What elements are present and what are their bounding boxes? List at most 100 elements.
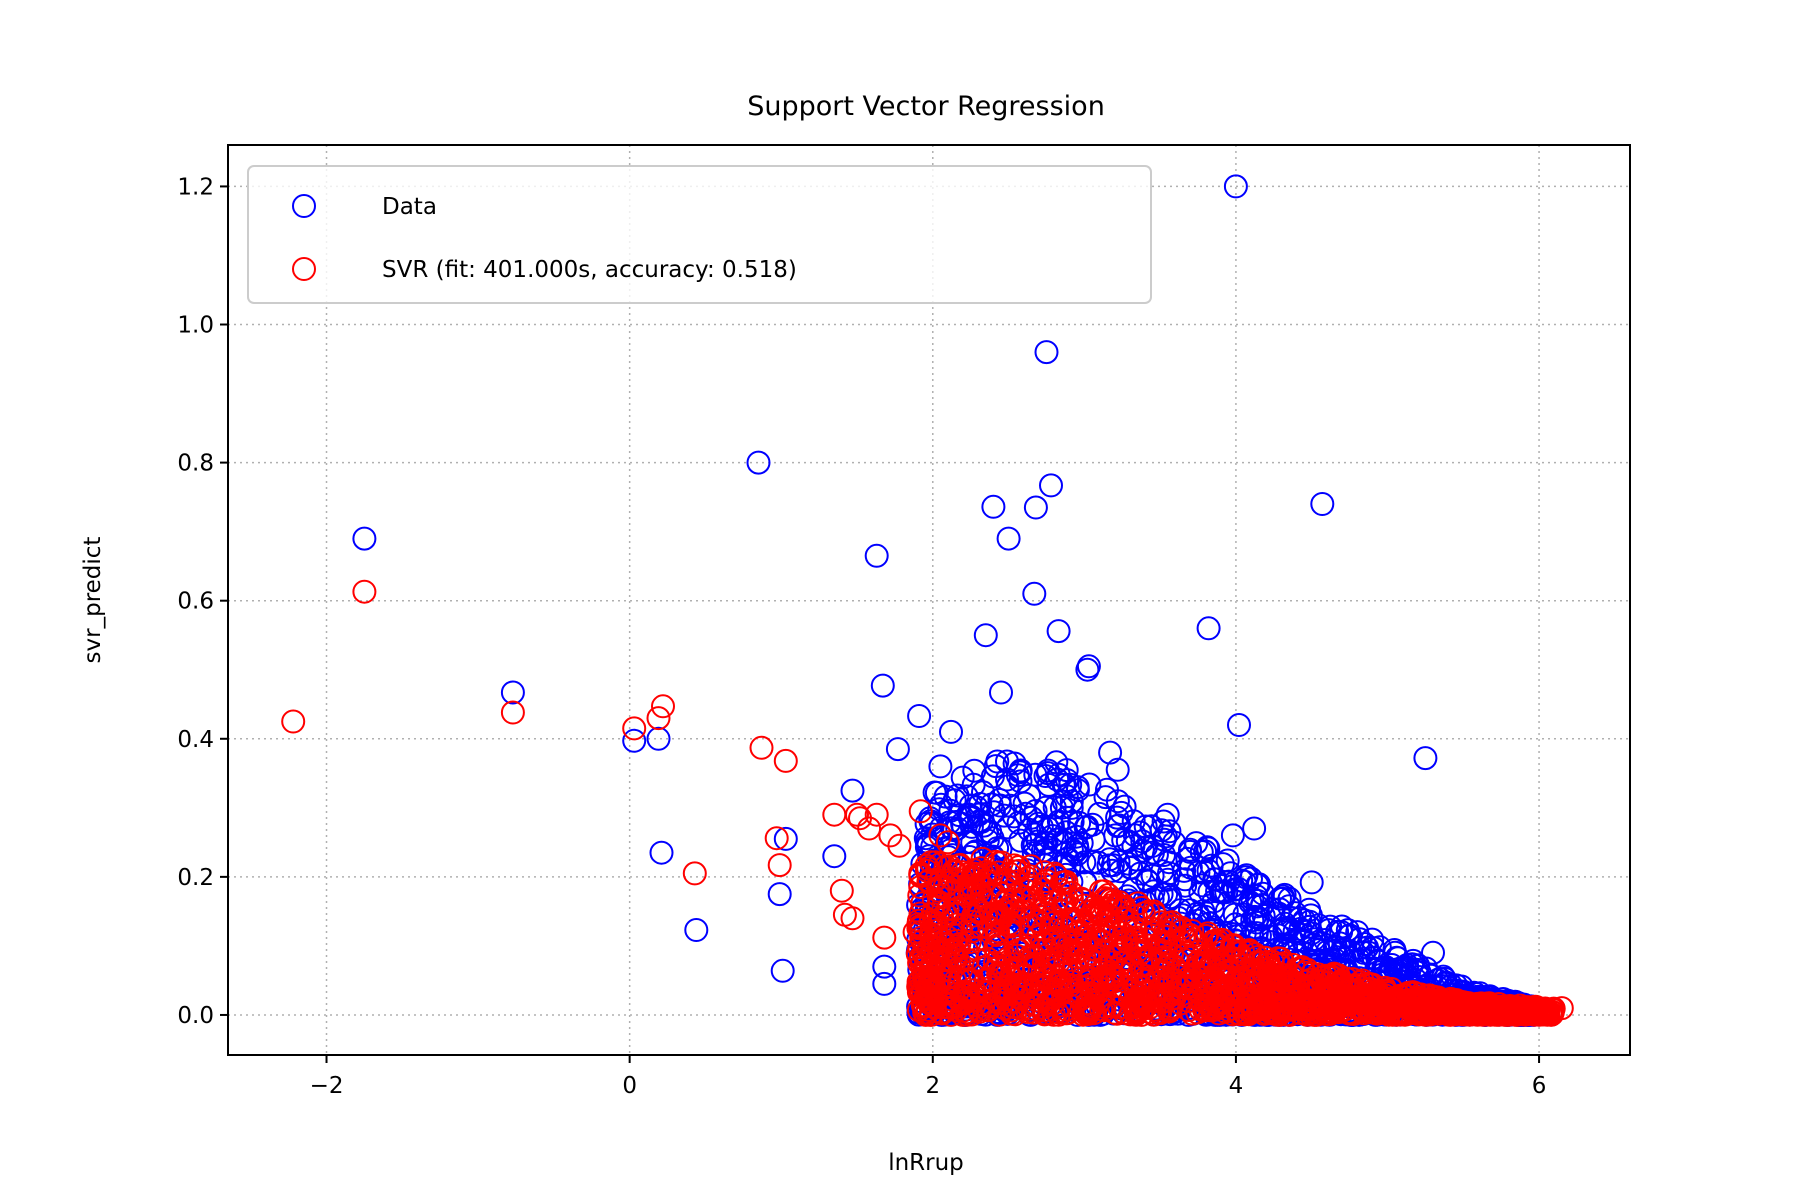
- data-point: [1401, 988, 1426, 1013]
- data-point: [928, 754, 953, 779]
- data-point: [1098, 740, 1123, 765]
- data-point: [767, 882, 792, 907]
- data-point: [281, 709, 306, 734]
- data-point: [770, 958, 795, 983]
- data-point: [684, 918, 709, 942]
- data-point: [916, 869, 941, 894]
- data-point: [1191, 993, 1216, 1018]
- data-point: [1125, 999, 1150, 1024]
- data-point: [1080, 812, 1105, 837]
- data-point: [1166, 950, 1191, 975]
- data-point: [1062, 952, 1087, 977]
- data-point: [1299, 870, 1324, 895]
- data-point: [1152, 827, 1177, 852]
- data-point: [1066, 983, 1091, 1008]
- data-point: [995, 815, 1020, 840]
- y-tick-label: 0.8: [177, 451, 214, 477]
- data-point: [987, 960, 1011, 985]
- data-point: [1005, 957, 1030, 982]
- data-point: [996, 526, 1021, 551]
- data-point: [773, 826, 798, 851]
- data-point: [1025, 829, 1050, 854]
- data-point: [872, 954, 897, 979]
- data-point: [916, 856, 941, 881]
- data-point: [1180, 919, 1205, 943]
- data-point: [974, 905, 999, 930]
- data-point: [908, 799, 933, 824]
- data-point: [887, 833, 912, 858]
- data-point: [622, 728, 647, 753]
- data-point: [995, 749, 1019, 774]
- data-point: [1224, 939, 1249, 964]
- data-point: [956, 876, 981, 901]
- data-point: [1514, 1002, 1539, 1027]
- data-point: [966, 879, 991, 904]
- legend-label-svr: SVR (fit: 401.000s, accuracy: 0.518): [382, 257, 797, 283]
- data-point: [985, 933, 1010, 957]
- data-point: [840, 906, 865, 931]
- data-point: [764, 826, 789, 851]
- data-point: [1257, 963, 1282, 988]
- data-point: [1076, 654, 1101, 679]
- data-point: [1257, 980, 1282, 1005]
- data-point: [857, 816, 882, 841]
- data-point: [1159, 994, 1184, 1019]
- legend-box: [247, 165, 1152, 304]
- data-point: [914, 858, 939, 883]
- legend: Data SVR (fit: 401.000s, accuracy: 0.518…: [247, 165, 1152, 304]
- data-point: [1311, 1001, 1336, 1026]
- chart-title: Support Vector Regression: [747, 91, 1105, 122]
- data-point: [1002, 972, 1027, 997]
- data-point: [1172, 858, 1197, 883]
- data-point: [1059, 940, 1084, 965]
- data-point: [1023, 762, 1048, 787]
- data-point: [1205, 990, 1230, 1015]
- data-point: [1360, 927, 1385, 952]
- data-point: [918, 970, 943, 995]
- data-point: [1535, 999, 1560, 1024]
- data-point: [1084, 946, 1109, 971]
- data-point: [822, 844, 847, 869]
- data-point: [1008, 758, 1033, 783]
- legend-label-data: Data: [382, 194, 437, 220]
- data-point: [1272, 920, 1297, 945]
- data-point: [979, 792, 1004, 817]
- data-point: [1251, 903, 1276, 928]
- data-point: [1421, 940, 1445, 965]
- data-point: [500, 700, 525, 725]
- data-point: [1194, 945, 1219, 970]
- data-point: [1339, 991, 1364, 1016]
- data-point: [1162, 915, 1187, 939]
- data-point: [1309, 931, 1334, 955]
- data-point: [1001, 899, 1026, 924]
- data-point: [1072, 893, 1097, 918]
- data-point: [1142, 902, 1167, 927]
- data-point: [993, 867, 1018, 892]
- x-tick-label: 4: [1229, 1073, 1244, 1099]
- data-point: [1172, 961, 1197, 986]
- data-point: [1195, 835, 1220, 860]
- data-point: [902, 920, 927, 945]
- data-point: [500, 680, 525, 705]
- data-point: [932, 940, 957, 965]
- data-point: [946, 896, 971, 920]
- data-point: [1278, 997, 1303, 1022]
- data-point: [1196, 616, 1221, 641]
- y-tick-label: 1.2: [177, 174, 214, 200]
- x-tick-label: −2: [310, 1073, 344, 1099]
- data-point: [1096, 883, 1121, 907]
- data-point: [1037, 965, 1061, 990]
- data-point: [1105, 814, 1130, 839]
- x-tick-label: 6: [1532, 1073, 1547, 1099]
- data-point: [1111, 957, 1136, 982]
- data-point: [840, 778, 865, 803]
- data-point: [907, 704, 932, 728]
- data-point: [1116, 851, 1141, 876]
- data-point: [646, 706, 671, 731]
- data-point: [1092, 998, 1117, 1023]
- data-point: [1295, 974, 1320, 999]
- data-point: [1271, 951, 1296, 976]
- data-point: [960, 909, 985, 934]
- data-point: [927, 797, 952, 822]
- data-point: [646, 726, 671, 751]
